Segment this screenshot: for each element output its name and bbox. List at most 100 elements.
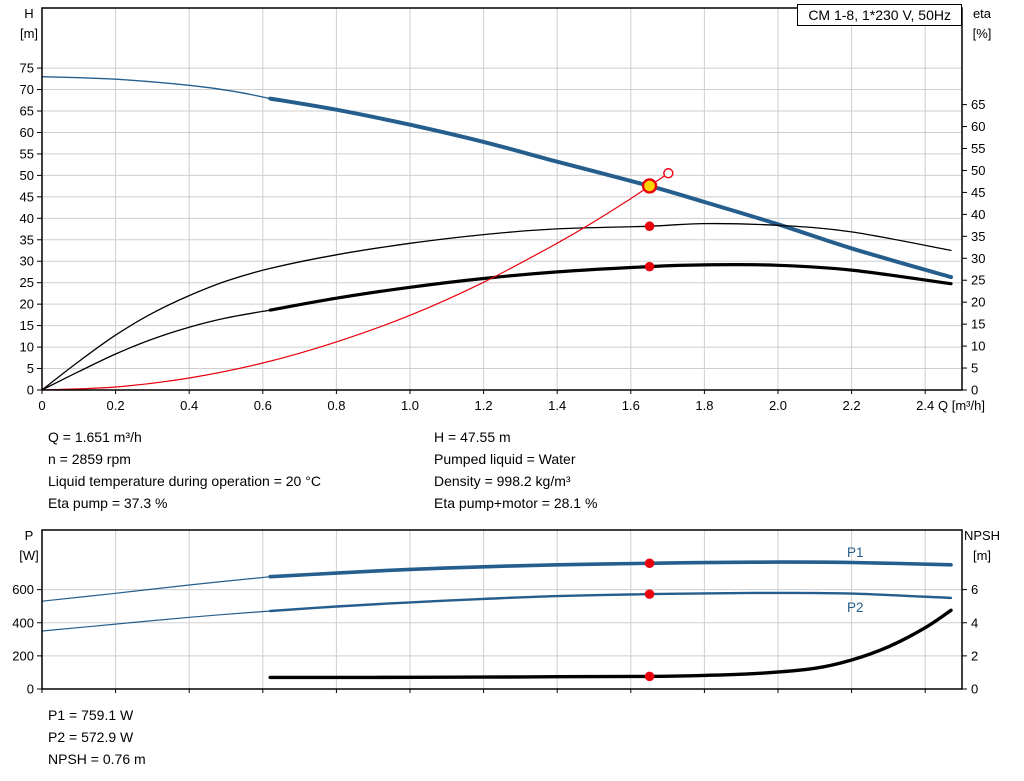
- info-line-head: H = 47.55 m: [434, 429, 511, 445]
- qh-eta-chart: 0 5 10 15 20 25 30 35 40 45 50 55 60 65 70 75 0 5 10 15 20 25…: [20, 6, 992, 413]
- duty-info-right-column: H = 47.55 m Pumped liquid = Water Densit…: [434, 426, 597, 514]
- left-axis-title: H: [24, 6, 33, 21]
- left-axis-tick-label: 75: [20, 61, 34, 76]
- left-axis-tick-label: 45: [20, 189, 34, 204]
- p2-point: [644, 589, 655, 599]
- system-parabola: [41, 172, 669, 391]
- power-info-panel: P1 = 759.1 W P2 = 572.9 W NPSH = 0.76 m: [48, 704, 146, 770]
- duty-info-panel: Q = 1.651 m³/h n = 2859 rpm Liquid tempe…: [48, 426, 978, 514]
- info-line-p2: P2 = 572.9 W: [48, 729, 134, 745]
- left-axis-tick-label: 70: [20, 82, 34, 97]
- x-axis-tick-label: 1.4: [548, 398, 566, 413]
- right-axis-tick-label: 35: [971, 229, 985, 244]
- right-axis-tick-label: 30: [971, 251, 985, 266]
- right-axis-title: [m]: [973, 548, 991, 563]
- x-axis-tick-label: 2.0: [769, 398, 787, 413]
- npsh-point: [644, 671, 655, 682]
- x-axis-tick-label: 0.8: [327, 398, 345, 413]
- right-axis-tick-label: 5: [971, 361, 978, 376]
- info-line-liquid-temperature: Liquid temperature during operation = 20…: [48, 473, 321, 489]
- right-axis-tick-label: 2: [971, 648, 978, 663]
- pump-curve: [268, 96, 953, 280]
- info-line-eta-pump-motor: Eta pump+motor = 28.1 %: [434, 495, 598, 511]
- eta-pump-motor-curve: [268, 263, 953, 312]
- left-axis-title: P: [25, 528, 34, 543]
- eta-pump-motor-low-flow: [41, 309, 271, 391]
- right-axis-title: [%]: [973, 26, 992, 41]
- left-axis-tick-label: 40: [20, 211, 34, 226]
- x-axis-tick-label: 0.6: [254, 398, 272, 413]
- eta-pump-point: [644, 221, 655, 232]
- info-line-flow: Q = 1.651 m³/h: [48, 429, 142, 445]
- right-axis-tick-label: 10: [971, 339, 985, 354]
- right-axis-tick-label: 4: [971, 615, 978, 630]
- info-line-npsh: NPSH = 0.76 m: [48, 751, 146, 767]
- left-axis-tick-label: 55: [20, 146, 34, 161]
- right-axis-tick-label: 40: [971, 207, 985, 222]
- eta-pump-curve: [41, 222, 952, 391]
- power-npsh-chart-frame: [41, 529, 963, 690]
- left-axis-tick-label: 5: [27, 361, 34, 376]
- right-axis-tick-label: 0: [971, 682, 978, 697]
- pump-model-box: CM 1-8, 1*230 V, 50Hz: [797, 4, 962, 26]
- left-axis-tick-label: 400: [12, 615, 34, 630]
- left-axis-tick-label: 60: [20, 125, 34, 140]
- info-line-speed: n = 2859 rpm: [48, 451, 131, 467]
- x-axis-tick-label: 0.4: [180, 398, 198, 413]
- left-axis-tick-label: 20: [20, 297, 34, 312]
- p1-label: P1: [847, 545, 864, 560]
- right-axis-tick-label: 0: [971, 383, 978, 398]
- left-axis-tick-label: 65: [20, 104, 34, 119]
- left-axis-tick-label: 0: [27, 682, 34, 697]
- left-axis-tick-label: 50: [20, 168, 34, 183]
- info-line-pumped-liquid: Pumped liquid = Water: [434, 451, 576, 467]
- duty-point[interactable]: [641, 178, 658, 194]
- qh-eta-chart-frame: [41, 7, 963, 391]
- x-axis-tick-label: 1.0: [401, 398, 419, 413]
- npsh-curve: [268, 608, 953, 680]
- right-axis-tick-label: 20: [971, 295, 985, 310]
- p2-curve: [269, 591, 953, 613]
- p1-curve: [268, 560, 953, 579]
- max-flow-point: [663, 168, 674, 179]
- pump-curve-low-flow: [41, 76, 271, 100]
- duty-info-left-column: Q = 1.651 m³/h n = 2859 rpm Liquid tempe…: [48, 426, 978, 514]
- x-axis-tick-label: 1.2: [475, 398, 493, 413]
- eta-pump-motor-point: [644, 261, 655, 272]
- right-axis-tick-label: 45: [971, 185, 985, 200]
- left-axis-tick-label: 10: [20, 340, 34, 355]
- x-axis-title: Q [m³/h]: [938, 398, 985, 413]
- right-axis-tick-label: 25: [971, 273, 985, 288]
- info-line-eta-pump: Eta pump = 37.3 %: [48, 495, 168, 511]
- x-axis-tick-label: 1.8: [695, 398, 713, 413]
- left-axis-tick-label: 200: [12, 648, 34, 663]
- power-npsh-chart: 0 200 400 600 0 2 4 6 P [W] NPSH [m] P1 P2: [12, 528, 1000, 697]
- left-axis-title: [m]: [20, 26, 38, 41]
- x-axis-tick-label: 2.4: [916, 398, 934, 413]
- right-axis-tick-label: 60: [971, 119, 985, 134]
- left-axis-tick-label: 30: [20, 254, 34, 269]
- right-axis-tick-label: 15: [971, 317, 985, 332]
- left-axis-tick-label: 15: [20, 318, 34, 333]
- p1-low-flow: [41, 576, 271, 602]
- x-axis-tick-label: 2.2: [843, 398, 861, 413]
- x-axis-tick-label: 0: [38, 398, 45, 413]
- left-axis-tick-label: 35: [20, 232, 34, 247]
- info-line-density: Density = 998.2 kg/m³: [434, 473, 571, 489]
- x-axis-tick-label: 0.2: [107, 398, 125, 413]
- right-axis-tick-label: 55: [971, 141, 985, 156]
- right-axis-tick-label: 50: [971, 163, 985, 178]
- p1-point: [644, 558, 655, 569]
- p2-label: P2: [847, 600, 864, 615]
- right-axis-title: eta: [973, 6, 992, 21]
- p2-low-flow: [41, 610, 271, 632]
- right-axis-title: NPSH: [964, 528, 1000, 543]
- left-axis-tick-label: 600: [12, 582, 34, 597]
- right-axis-tick-label: 65: [971, 97, 985, 112]
- left-axis-title: [W]: [19, 548, 39, 563]
- info-line-p1: P1 = 759.1 W: [48, 707, 134, 723]
- left-axis-tick-label: 0: [27, 383, 34, 398]
- right-axis-tick-label: 6: [971, 582, 978, 597]
